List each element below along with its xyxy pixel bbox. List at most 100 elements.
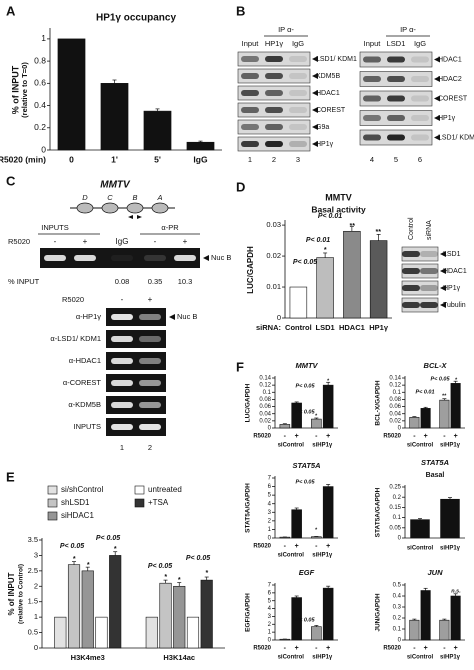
- bar: [439, 619, 450, 641]
- annotation: P< 0.01: [306, 237, 330, 244]
- error-bar: [177, 582, 182, 587]
- blot-band: [402, 268, 420, 274]
- lane-header: Input: [364, 39, 382, 48]
- annotation: **: [375, 229, 381, 236]
- annotation: P< 0.05: [295, 479, 315, 485]
- error-bar: [294, 507, 299, 510]
- bar: [186, 616, 200, 649]
- lane-header: LSD1: [387, 39, 406, 48]
- y-tick-label: 7: [268, 583, 272, 589]
- bar: [291, 402, 302, 429]
- y-tick-label: 0.1: [393, 390, 402, 396]
- chart-title: BCL-X: [424, 361, 448, 370]
- blot-band: [363, 115, 381, 121]
- y-tick-label: 2: [268, 622, 272, 628]
- y-tick-label: 5: [268, 493, 272, 499]
- lane-number: 3: [296, 155, 300, 164]
- series-label: +: [326, 433, 330, 440]
- error-bar: [453, 380, 458, 384]
- blot-band: [265, 90, 283, 96]
- y-axis-label: JUN/GAPDH: [375, 593, 382, 632]
- y-tick-label: 0.2: [34, 122, 46, 132]
- y-tick-label: 0.02: [266, 251, 281, 260]
- arrowhead: [434, 76, 440, 82]
- region-label: D: [82, 193, 88, 202]
- series-label: -: [413, 645, 416, 652]
- error-bar: [155, 108, 160, 112]
- blot-band: [289, 73, 307, 79]
- x-axis-label: R5020: [253, 646, 271, 652]
- y-tick-label: 0: [268, 426, 272, 432]
- error-bar: [412, 618, 417, 621]
- bar: [450, 595, 461, 641]
- chart-title: HP1γ occupancy: [96, 13, 176, 24]
- y-tick-label: 2.5: [28, 566, 38, 575]
- x-tick-label: siControl: [278, 553, 305, 559]
- blot-band: [363, 56, 381, 63]
- arrowhead: [203, 255, 209, 261]
- blot-band: [363, 134, 381, 141]
- y-tick-label: 0.05: [389, 525, 401, 531]
- blot-band: [387, 95, 405, 102]
- y-tick-label: 1: [268, 630, 272, 636]
- y-tick-label: 2: [34, 581, 38, 590]
- lane-number: 5: [394, 155, 398, 164]
- bar: [291, 509, 302, 539]
- annotation: *: [315, 413, 318, 419]
- y-axis-label: BCL-X/GAPDH: [375, 380, 382, 425]
- y-tick-label: 0.06: [389, 404, 401, 410]
- blot-band: [44, 255, 66, 261]
- lane-header: siRNA: [426, 220, 433, 240]
- row-label: HDAC1: [316, 90, 340, 97]
- blot-band: [411, 56, 429, 63]
- y-tick-label: 4: [268, 606, 272, 612]
- x-tick-label: siHP1γ: [440, 546, 461, 552]
- y-tick-label: 0.8: [34, 55, 46, 65]
- row-label: COREST: [438, 95, 468, 102]
- error-bar: [314, 625, 319, 627]
- x-tick-label: IgG: [193, 154, 208, 164]
- chart-subtitle: Basal activity: [311, 204, 366, 214]
- bar: [81, 570, 94, 649]
- arrowhead: [440, 302, 446, 308]
- y-tick-label: 0.04: [259, 411, 271, 417]
- error-bar: [442, 618, 447, 621]
- bar: [409, 619, 420, 641]
- y-tick-label: 0.2: [393, 495, 402, 501]
- blot-band: [111, 402, 133, 408]
- chip-title: MMTV: [100, 180, 131, 191]
- error-bar: [323, 252, 328, 258]
- x-tick-label: siControl: [407, 546, 434, 552]
- blot-band: [289, 56, 307, 62]
- annotation: *: [87, 562, 90, 569]
- blot-band: [411, 115, 429, 121]
- error-bar: [412, 416, 417, 418]
- x-axis-label: R5020: [383, 646, 401, 652]
- chart-title: STAT5A: [292, 461, 320, 470]
- arrowhead: [434, 95, 440, 102]
- band-label: Nuc B: [177, 312, 197, 321]
- ip-label: IP α-: [400, 25, 416, 34]
- y-tick-label: 1: [268, 527, 272, 533]
- blot-band: [411, 95, 429, 102]
- blot-band: [387, 115, 405, 121]
- y-axis-label: STAT5A/GAPDH: [375, 487, 382, 537]
- bar: [186, 141, 215, 151]
- bar: [54, 616, 67, 649]
- blot-band: [402, 251, 420, 257]
- blot-band: [265, 124, 283, 130]
- bar: [322, 384, 334, 429]
- series-label: -: [413, 433, 416, 440]
- y-tick-label: 0.04: [389, 411, 401, 417]
- bar: [311, 418, 322, 429]
- series-label: +: [424, 645, 428, 652]
- blot-strip: [106, 308, 166, 326]
- y-axis-label: (relative to Control): [18, 564, 25, 624]
- y-tick-label: 0.12: [259, 383, 271, 389]
- group-label: α-PR: [161, 223, 179, 232]
- blot-band: [111, 358, 133, 364]
- error-bar: [423, 587, 428, 591]
- series-label: +: [424, 433, 428, 440]
- bar: [440, 498, 460, 539]
